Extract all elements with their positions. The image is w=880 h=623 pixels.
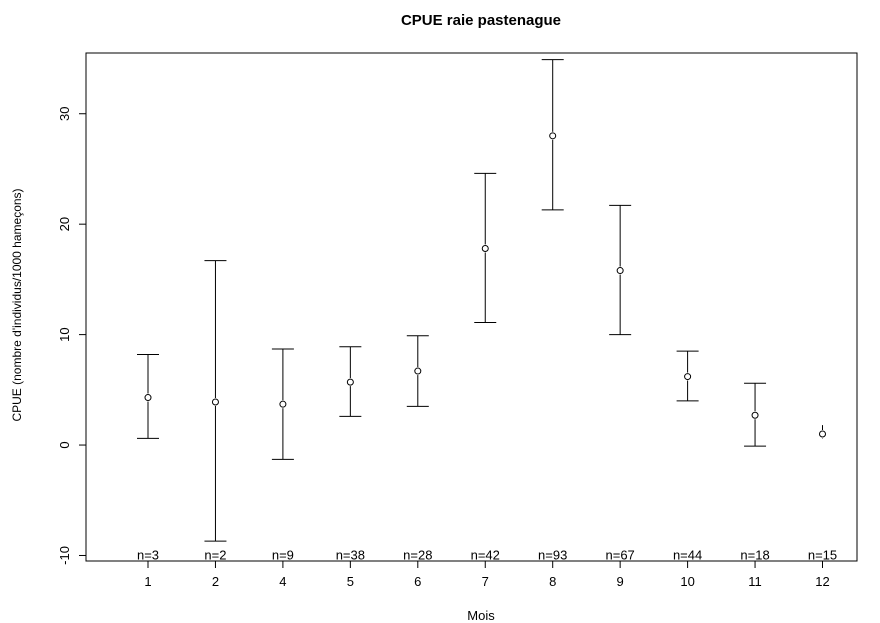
- x-tick-label: 8: [549, 574, 556, 589]
- x-tick-label: 1: [144, 574, 151, 589]
- sample-size-label: n=15: [808, 547, 837, 562]
- mean-point: [751, 411, 759, 419]
- x-tick-label: 6: [414, 574, 421, 589]
- y-tick-label: 20: [57, 217, 72, 231]
- mean-point: [144, 394, 152, 402]
- x-tick-label: 10: [680, 574, 694, 589]
- sample-size-label: n=2: [204, 547, 226, 562]
- mean-point: [549, 132, 557, 140]
- mean-point: [414, 367, 422, 375]
- mean-point: [684, 373, 692, 381]
- y-tick-label: 0: [57, 441, 72, 448]
- x-tick-label: 11: [748, 574, 762, 589]
- x-tick-label: 12: [815, 574, 829, 589]
- y-axis: -10 0 10 20 30: [57, 107, 87, 565]
- y-tick-label: 30: [57, 107, 72, 121]
- mean-point: [616, 267, 624, 275]
- y-tick-label: -10: [57, 546, 72, 565]
- plot-frame: [85, 52, 858, 562]
- mean-point: [346, 378, 354, 386]
- y-axis-label: CPUE (nombre d'individus/1000 hameçons): [10, 188, 24, 421]
- sample-size-label: n=3: [137, 547, 159, 562]
- sample-size-label: n=9: [272, 547, 294, 562]
- sample-size-label: n=18: [740, 547, 769, 562]
- x-tick-label: 4: [279, 574, 286, 589]
- sample-size-label: n=93: [538, 547, 567, 562]
- y-tick-label: 10: [57, 327, 72, 341]
- sample-size-label: n=42: [471, 547, 500, 562]
- sample-size-label: n=28: [403, 547, 432, 562]
- x-tick-label: 5: [347, 574, 354, 589]
- sample-size-label: n=44: [673, 547, 702, 562]
- error-bars: [137, 59, 823, 542]
- mean-points: [144, 132, 826, 438]
- chart-title: CPUE raie pastenague: [401, 12, 561, 29]
- mean-point: [819, 430, 826, 438]
- x-tick-label: 7: [482, 574, 489, 589]
- x-tick-label: 9: [617, 574, 624, 589]
- mean-point: [279, 400, 287, 408]
- x-axis: 1 2 4 5 6 7 8 9 10 11 12: [144, 560, 830, 589]
- sample-size-label: n=67: [606, 547, 635, 562]
- sample-size-labels: n=3 n=2 n=9 n=38 n=28 n=42 n=93 n=67 n=44 n=18 n=1…: [137, 547, 837, 562]
- sample-size-label: n=38: [336, 547, 365, 562]
- mean-point: [481, 244, 489, 252]
- mean-point: [211, 398, 219, 406]
- x-tick-label: 2: [212, 574, 219, 589]
- x-axis-label: Mois: [467, 608, 495, 623]
